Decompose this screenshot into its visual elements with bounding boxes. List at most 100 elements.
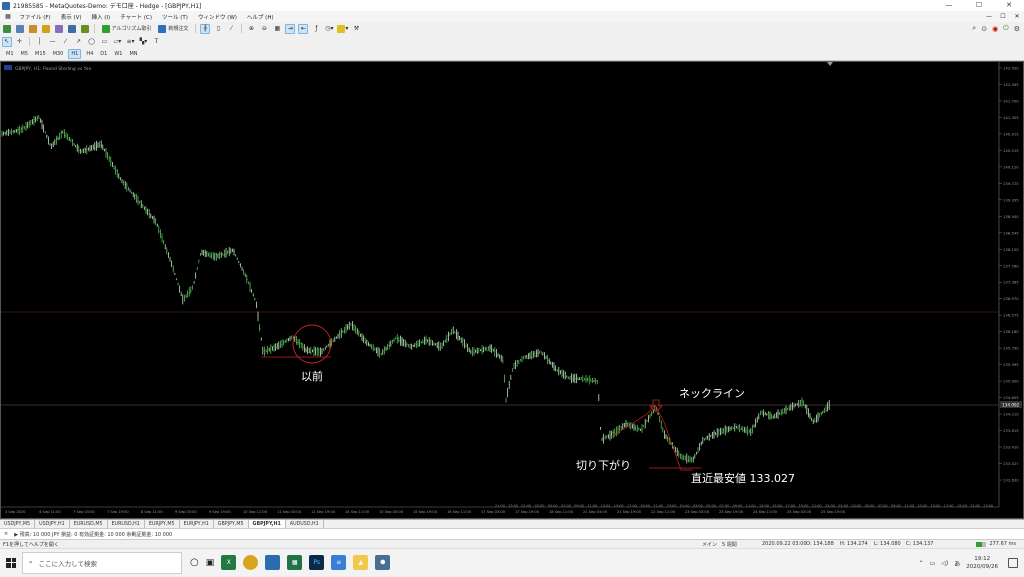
fibonacci-icon[interactable]: ≡▾ bbox=[126, 38, 135, 45]
timeframe-m5[interactable]: M5 bbox=[20, 51, 29, 57]
timeframe-m1[interactable]: M1 bbox=[6, 51, 14, 57]
tab-eurjpy-h1[interactable]: EURJPY,H1 bbox=[180, 520, 214, 528]
network-icon[interactable]: ▭ bbox=[929, 559, 936, 567]
timeframe-m30[interactable]: M30 bbox=[52, 51, 64, 57]
shapes-icon[interactable]: ▚▾ bbox=[139, 38, 148, 45]
time-label: 7 Sep 03:00 bbox=[73, 510, 95, 514]
price-chart[interactable]: GBPJPY, H1: Pound Sterling vs Yen 142.50… bbox=[0, 61, 1024, 519]
channel-icon[interactable]: ▱▾ bbox=[113, 38, 122, 45]
tab-gbpjpy-m5[interactable]: GBPJPY,M5 bbox=[214, 520, 249, 528]
terminal-close-icon[interactable]: × bbox=[4, 531, 9, 537]
start-button[interactable] bbox=[0, 549, 22, 577]
tab-usdjpy-h1[interactable]: USDJPY,H1 bbox=[35, 520, 70, 528]
maximize-button[interactable]: ☐ bbox=[975, 1, 983, 9]
menu-tools[interactable]: ツール (T) bbox=[162, 14, 188, 21]
templates-icon[interactable]: ▾ bbox=[337, 24, 348, 34]
mdi-close-button[interactable]: ✕ bbox=[1014, 13, 1020, 20]
candlestick-icon[interactable]: ▯ bbox=[216, 25, 221, 32]
status-open: O: 134.188 bbox=[806, 541, 834, 547]
chart-canvas[interactable]: GBPJPY, H1: Pound Sterling vs Yen 142.50… bbox=[1, 62, 1023, 518]
tab-usdjpy-m5[interactable]: USDJPY,M5 bbox=[0, 520, 36, 528]
price-label: 134.605 bbox=[1003, 395, 1019, 400]
photoshop-icon[interactable]: Ps bbox=[309, 555, 325, 570]
chrome-icon[interactable] bbox=[243, 555, 259, 570]
line-chart-icon[interactable]: ⁄ bbox=[230, 25, 232, 32]
minimize-button[interactable]: — bbox=[945, 1, 953, 9]
timeframe-m15[interactable]: M15 bbox=[35, 51, 46, 57]
navigator-icon[interactable] bbox=[54, 24, 64, 34]
mdi-minimize-button[interactable]: — bbox=[986, 13, 992, 20]
notifications-icon[interactable] bbox=[1008, 558, 1018, 568]
timeframe-mn[interactable]: MN bbox=[129, 51, 138, 57]
terminal-icon[interactable] bbox=[67, 24, 77, 34]
mdi-restore-button[interactable]: ☐ bbox=[1000, 13, 1006, 20]
indicators-icon[interactable]: ƒ bbox=[315, 25, 318, 32]
clock[interactable]: 19:12 2020/09/26 bbox=[966, 555, 998, 571]
zoom-out-icon[interactable]: ⊖ bbox=[261, 25, 267, 32]
menu-file[interactable]: ファイル (F) bbox=[19, 14, 51, 21]
standard-toolbar: アルゴリズム取引 新規注文 ╫ ▯ ⁄ ⊕ ⊖ ▦ ⇥ ⇤ ƒ ◷▾ ▾ ⚒ ⌕… bbox=[0, 22, 1024, 35]
spreadsheet-icon[interactable]: ▦ bbox=[287, 555, 303, 570]
new-chart-icon[interactable] bbox=[2, 24, 12, 34]
taskbar-search[interactable]: ⌕ ここに入力して検索 bbox=[22, 551, 182, 574]
zoom-in-icon[interactable]: ⊕ bbox=[248, 25, 254, 32]
cortana-icon[interactable]: ○ bbox=[190, 557, 199, 568]
settings-gear-icon[interactable]: ⚙ bbox=[1013, 24, 1020, 33]
search-icon[interactable]: ⌕ bbox=[972, 24, 977, 32]
price-label: 136.970 bbox=[1003, 296, 1019, 301]
menu-view[interactable]: 表示 (V) bbox=[60, 14, 82, 21]
drive-icon[interactable]: ▲ bbox=[353, 555, 369, 570]
auto-scroll-icon[interactable]: ⇥ bbox=[285, 23, 296, 34]
close-button[interactable]: ✕ bbox=[1006, 1, 1012, 9]
notepad-icon[interactable]: ≡ bbox=[331, 555, 347, 570]
chart-tabs: USDJPY,M5 USDJPY,H1 EURUSD,M5 EURUSD,H1 … bbox=[0, 519, 1024, 528]
tile-windows-icon[interactable]: ▦ bbox=[274, 25, 281, 32]
timeframe-w1[interactable]: W1 bbox=[114, 51, 123, 57]
user-icon[interactable]: ⊙ bbox=[981, 24, 988, 33]
rectangle-icon[interactable]: ▭ bbox=[101, 38, 108, 45]
annotation-before: 以前 bbox=[301, 369, 323, 383]
menu-window[interactable]: ウィンドウ (W) bbox=[197, 14, 237, 21]
metatrader-icon[interactable]: ⬢ bbox=[375, 555, 391, 570]
trend-line-icon[interactable]: ⁄ bbox=[64, 38, 66, 45]
periods-icon[interactable]: ◷▾ bbox=[325, 25, 334, 32]
shift-marker-icon[interactable] bbox=[827, 62, 833, 66]
bar-chart-icon[interactable]: ╫ bbox=[200, 23, 211, 34]
menu-insert[interactable]: 挿入 (I) bbox=[91, 14, 111, 21]
options-icon[interactable]: ⚒ bbox=[353, 25, 360, 32]
data-window-icon[interactable] bbox=[41, 24, 51, 34]
arrow-line-icon[interactable]: ↗ bbox=[75, 38, 82, 45]
new-order-button[interactable]: 新規注文 bbox=[156, 24, 190, 34]
menu-chart[interactable]: チャート (C) bbox=[120, 14, 153, 21]
chart-shift-icon[interactable]: ⇤ bbox=[298, 23, 309, 34]
timeframe-h1[interactable]: H1 bbox=[68, 49, 82, 59]
text-icon[interactable]: T bbox=[154, 38, 159, 45]
tray-overflow-icon[interactable]: ⌃ bbox=[918, 559, 924, 567]
volume-icon[interactable]: ◁) bbox=[941, 559, 949, 567]
status-icon[interactable]: ⏻ bbox=[1003, 24, 1009, 32]
title-bar: 21985585 - MetaQuotes-Demo: デモ口座 - Hedge… bbox=[0, 0, 1024, 11]
ime-indicator[interactable]: あ bbox=[954, 560, 961, 568]
signals-icon[interactable]: ◉ bbox=[992, 24, 999, 33]
crosshair-icon[interactable]: ✛ bbox=[16, 38, 23, 45]
photos-icon[interactable] bbox=[265, 555, 281, 570]
tab-eurusd-m5[interactable]: EURUSD,M5 bbox=[70, 520, 108, 528]
horizontal-line-icon[interactable]: — bbox=[49, 38, 56, 45]
tab-gbpjpy-h1[interactable]: GBPJPY,H1 bbox=[248, 520, 286, 528]
tab-eurusd-h1[interactable]: EURUSD,H1 bbox=[108, 520, 145, 528]
strategy-tester-icon[interactable] bbox=[80, 24, 90, 34]
timeframe-h4[interactable]: H4 bbox=[86, 51, 94, 57]
timeframe-d1[interactable]: D1 bbox=[100, 51, 108, 57]
task-view-icon[interactable]: ▣ bbox=[205, 557, 215, 568]
ellipse-icon[interactable]: ◯ bbox=[88, 38, 95, 45]
market-watch-icon[interactable] bbox=[28, 24, 38, 34]
tab-audusd-h1[interactable]: AUDUSD,H1 bbox=[286, 520, 324, 528]
time-label-hour: 15:00 bbox=[931, 504, 941, 508]
profiles-icon[interactable] bbox=[15, 24, 25, 34]
vertical-line-icon[interactable]: │ bbox=[37, 38, 42, 45]
tab-eurjpy-m5[interactable]: EURJPY,M5 bbox=[145, 520, 180, 528]
algo-trading-button[interactable]: アルゴリズム取引 bbox=[100, 24, 154, 34]
menu-help[interactable]: ヘルプ (H) bbox=[246, 14, 274, 21]
excel-icon[interactable]: X bbox=[221, 555, 237, 570]
cursor-icon[interactable]: ↖ bbox=[1, 36, 12, 47]
